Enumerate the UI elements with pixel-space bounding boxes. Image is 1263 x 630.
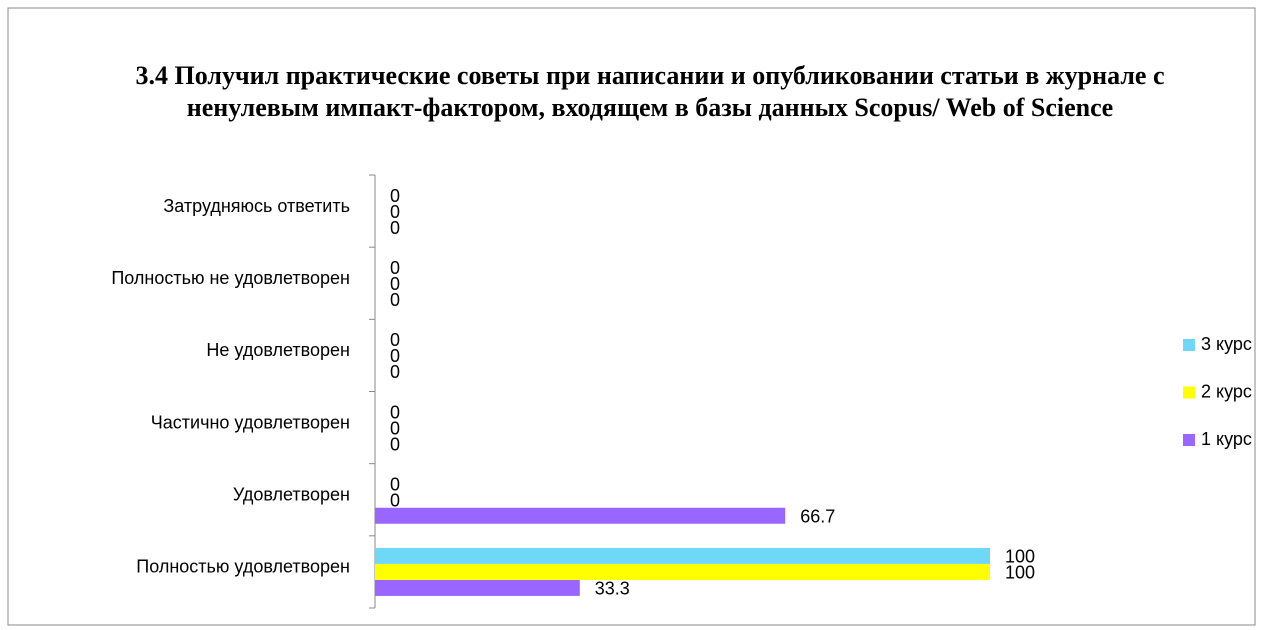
legend-swatch	[1183, 339, 1195, 351]
y-tick-label: Частично удовлетворен	[151, 412, 350, 432]
value-label: 0	[390, 186, 400, 206]
value-label: 0	[390, 434, 400, 454]
bar	[375, 547, 990, 564]
value-label: 0	[390, 202, 400, 222]
value-label: 0	[390, 330, 400, 350]
legend-label: 1 курс	[1201, 429, 1252, 449]
bar	[375, 507, 786, 524]
value-label: 0	[390, 402, 400, 422]
value-label: 0	[390, 418, 400, 438]
y-tick-label: Полностью удовлетворен	[136, 557, 350, 577]
value-label: 100	[1005, 563, 1035, 583]
value-label: 66.7	[800, 507, 835, 527]
value-label: 0	[390, 218, 400, 238]
y-tick-label: Удовлетворен	[233, 485, 350, 505]
bar	[375, 563, 990, 580]
value-label: 0	[390, 346, 400, 366]
value-label: 0	[390, 290, 400, 310]
chart-title: 3.4 Получил практические советы при напи…	[135, 61, 1165, 122]
legend-swatch	[1183, 434, 1195, 446]
legend-label: 3 курс	[1201, 334, 1252, 354]
bar	[375, 579, 580, 596]
value-label: 0	[390, 274, 400, 294]
legend-label: 2 курс	[1201, 381, 1252, 401]
legend-swatch	[1183, 386, 1195, 399]
value-label: 33.3	[595, 579, 630, 599]
chart-border	[7, 7, 1256, 626]
value-label: 0	[390, 258, 400, 278]
y-tick-label: Затрудняюсь ответить	[163, 196, 350, 216]
value-label: 0	[390, 362, 400, 382]
value-label: 0	[390, 475, 400, 495]
y-tick-label: Полностью не удовлетворен	[111, 268, 350, 288]
value-label: 0	[390, 491, 400, 511]
y-tick-label: Не удовлетворен	[206, 340, 350, 360]
value-label: 100	[1005, 547, 1035, 567]
